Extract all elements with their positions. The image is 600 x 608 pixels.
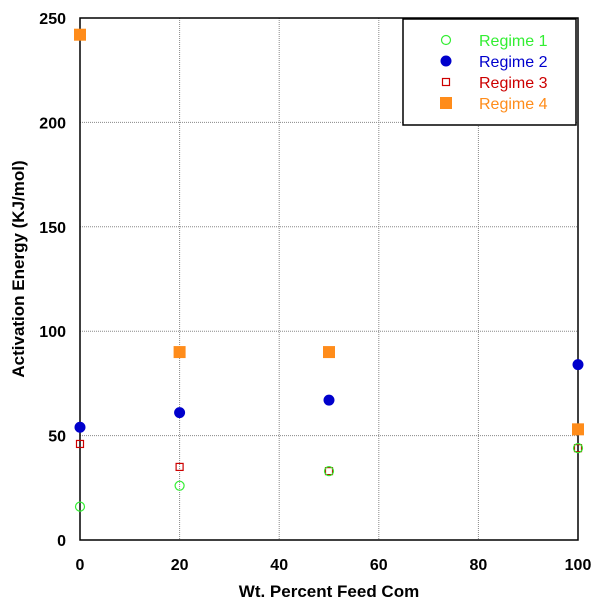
x-tick-label: 60: [370, 557, 388, 574]
y-tick-label: 100: [39, 324, 66, 341]
y-tick-label: 250: [39, 11, 66, 28]
y-axis-title: Activation Energy (KJ/mol): [9, 160, 28, 377]
x-axis-ticks: 0 20 40 60 80 100: [76, 557, 592, 574]
y-tick-label: 50: [48, 429, 66, 446]
data-point: [323, 346, 335, 359]
data-point: [174, 480, 185, 491]
data-point: [572, 359, 584, 371]
data-point: [74, 501, 86, 512]
data-point: [324, 466, 334, 476]
y-tick-label: 0: [57, 533, 66, 550]
data-point: [74, 421, 86, 433]
legend-label: Regime 4: [479, 96, 548, 113]
y-axis-ticks: 0 50 100 150 200 250: [39, 11, 66, 550]
data-point: [573, 444, 583, 453]
x-tick-label: 40: [270, 557, 288, 574]
legend: Regime 1 Regime 2 Regime 3 Regime 4: [402, 18, 577, 126]
data-point: [323, 394, 335, 406]
data-point: [323, 465, 335, 477]
data-point: [572, 423, 584, 436]
legend-label: Regime 2: [479, 54, 548, 71]
legend-label: Regime 3: [479, 75, 548, 92]
plot-area: [79, 17, 579, 541]
y-tick-label: 200: [39, 115, 66, 132]
legend-marker: [440, 34, 452, 46]
legend-marker: [440, 55, 452, 67]
data-point: [175, 462, 184, 472]
x-tick-label: 80: [470, 557, 488, 574]
data-point: [173, 346, 186, 359]
x-tick-label: 100: [565, 557, 592, 574]
legend-marker: [441, 77, 451, 87]
legend-box: [402, 18, 577, 126]
x-tick-label: 0: [76, 557, 85, 574]
x-axis-title: Wt. Percent Feed Com: [239, 582, 419, 601]
data-point: [74, 28, 86, 41]
legend-marker: [440, 97, 452, 109]
data-points: [74, 28, 584, 512]
data-point: [174, 407, 186, 419]
y-tick-label: 150: [39, 220, 66, 237]
x-tick-label: 20: [171, 557, 189, 574]
legend-label: Regime 1: [479, 33, 548, 50]
data-point: [75, 439, 85, 449]
data-point: [572, 443, 584, 454]
